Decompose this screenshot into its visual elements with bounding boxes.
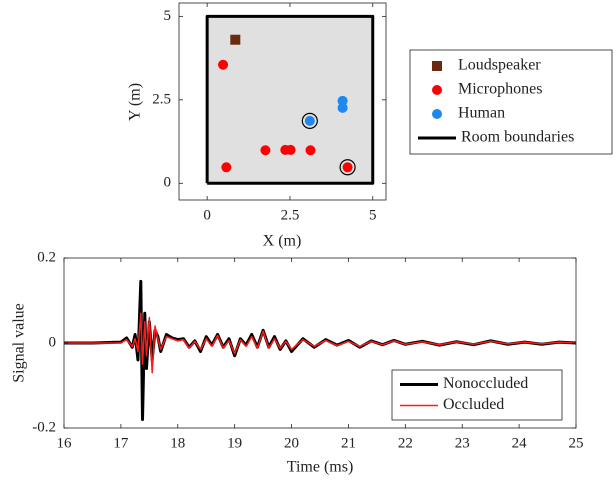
y-tick-label: 0.2 [37,249,56,265]
highlight-ring [301,112,318,129]
legend-box [391,369,563,421]
x-tick-label: 16 [57,435,73,451]
x-axis-label: X (m) [263,233,302,250]
y-tick-label: 5 [164,8,172,24]
y-tick-label: 0 [49,334,57,350]
x-tick-label: 25 [569,435,584,451]
point-marker [285,144,296,155]
x-axis-label: Time (ms) [287,459,354,476]
legend-label: Loudspeaker [458,57,541,74]
point-marker [304,115,315,126]
legend-symbol [432,109,442,119]
point-marker [305,145,316,156]
legend-symbol [432,61,442,71]
x-tick-label: 23 [455,435,470,451]
y-tick-label: 2.5 [152,91,171,107]
legend-label: Human [458,105,505,122]
x-tick-label: 2.5 [281,207,300,223]
x-tick-label: 24 [512,435,528,451]
legend-label: Room boundaries [461,129,574,146]
y-axis-label: Y (m) [127,83,144,121]
point-marker [221,162,232,173]
point-marker [337,102,348,113]
y-tick-label: 0 [164,175,172,191]
x-tick-label: 20 [284,435,299,451]
axes-box [178,2,387,201]
x-tick-label: 19 [227,435,242,451]
point-marker [260,145,271,156]
signal-line [64,312,577,374]
point-marker [337,95,348,106]
legend-symbol [432,85,442,95]
legend-label: Occluded [443,396,504,413]
room-area [205,14,375,185]
x-tick-label: 5 [369,207,377,223]
x-tick-label: 0 [203,207,211,223]
legend-label: Nonoccluded [443,375,528,392]
x-tick-label: 17 [113,435,129,451]
point-marker [342,162,353,173]
x-tick-label: 21 [341,435,356,451]
legend-label: Microphones [458,81,542,98]
highlight-ring [339,159,356,176]
y-axis-label: Signal value [11,303,28,383]
y-tick-label: -0.2 [32,419,56,435]
point-marker [218,59,229,70]
x-tick-label: 22 [398,435,413,451]
loudspeaker-marker [230,34,241,45]
x-tick-label: 18 [170,435,185,451]
